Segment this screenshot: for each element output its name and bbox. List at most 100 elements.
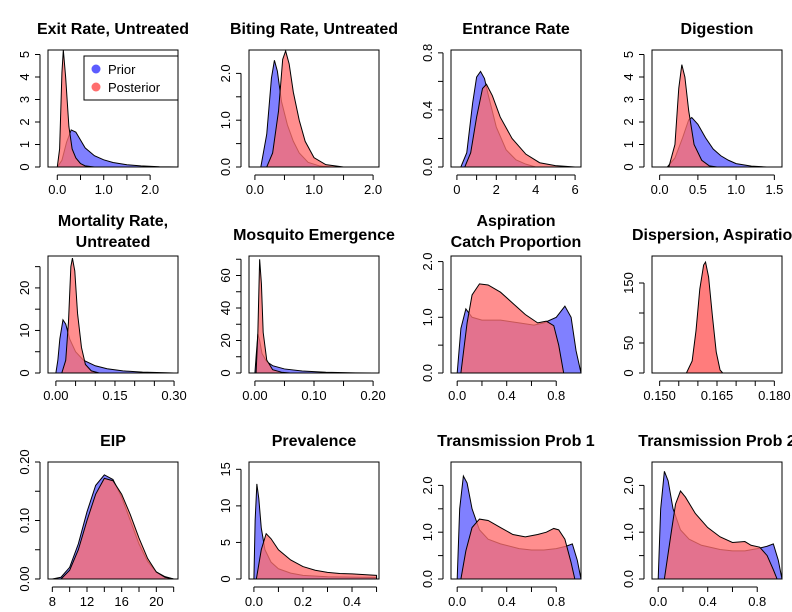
y-tick-label: 0.20 <box>17 449 32 474</box>
x-tick-label: 1.0 <box>95 182 113 197</box>
panel-title: Entrance Rate <box>462 21 570 38</box>
x-tick-label: 0.30 <box>161 388 186 403</box>
density-posterior <box>464 83 576 168</box>
x-tick-label: 0.0 <box>246 182 264 197</box>
y-tick-label: 3 <box>17 96 32 103</box>
y-tick-label: 1.0 <box>420 523 435 541</box>
y-tick-label: 1 <box>17 141 32 148</box>
legend-box <box>83 55 179 101</box>
x-tick-label: 8 <box>49 594 56 609</box>
density-posterior <box>663 490 778 580</box>
y-tick-label: 0.00 <box>17 566 32 591</box>
x-tick-label: 0.0 <box>448 594 466 609</box>
panel-title: Exit Rate, Untreated <box>37 21 189 38</box>
y-tick-label: 150 <box>621 272 636 294</box>
density-posterior <box>61 258 100 374</box>
density-prior <box>254 333 374 374</box>
y-tick-label: 0.10 <box>17 508 32 533</box>
x-tick-label: 1.0 <box>305 182 323 197</box>
x-tick-label: 0.4 <box>498 594 516 609</box>
density-panel: 0.0 1.0 2.0 0.0 1.0 2.0 Biting Rate, Untreated <box>218 21 398 197</box>
y-tick-label: 0 <box>17 163 32 170</box>
density-panel: 8 12 16 20 0.00 0.10 0.20 EIP <box>17 433 179 609</box>
y-tick-label: 5 <box>621 51 636 58</box>
plot-frame <box>651 255 783 374</box>
density-panel: 0.00 0.10 0.20 0 20 40 60 Mosquito Emergence <box>218 227 395 403</box>
x-tick-label: 0.4 <box>498 388 516 403</box>
y-tick-label: 2.0 <box>621 476 636 494</box>
panel-title: Prevalence <box>272 433 357 450</box>
x-tick-label: 0.00 <box>242 388 267 403</box>
density-panel: 0.0 0.2 0.4 0 5 10 15 Prevalence <box>218 433 380 609</box>
x-tick-label: 0.0 <box>651 182 669 197</box>
x-tick-label: 0.8 <box>547 388 565 403</box>
density-panel: 0.0 0.4 0.8 0.0 1.0 2.0 Transmission Prob 1 <box>420 433 595 609</box>
x-tick-label: 0.4 <box>343 594 361 609</box>
density-panel: 0.150 0.165 0.180 0 50 150 Dispersion, Aspirat… <box>621 227 792 403</box>
y-tick-label: 0.0 <box>621 570 636 588</box>
y-tick-label: 2.0 <box>218 64 233 82</box>
y-tick-label: 1.0 <box>420 308 435 326</box>
y-tick-label: 2.0 <box>420 476 435 494</box>
panel-title: Mortality Rate, <box>58 213 168 230</box>
x-tick-label: 1.5 <box>765 182 783 197</box>
x-tick-label: 12 <box>80 594 94 609</box>
plot-frame <box>47 461 179 580</box>
x-tick-label: 0.165 <box>701 388 734 403</box>
legend-marker <box>91 64 101 74</box>
y-tick-label: 40 <box>218 301 233 315</box>
plot-frame <box>248 49 380 168</box>
x-tick-label: 2 <box>493 182 500 197</box>
y-tick-label: 2.0 <box>420 253 435 271</box>
density-posterior <box>668 64 718 168</box>
x-tick-label: 0.0 <box>649 594 667 609</box>
x-tick-label: 16 <box>114 594 128 609</box>
density-posterior <box>255 259 291 374</box>
x-tick-label: 0.0 <box>448 388 466 403</box>
y-tick-label: 15 <box>218 462 233 476</box>
y-tick-label: 0.0 <box>420 364 435 382</box>
x-tick-label: 0.00 <box>43 388 68 403</box>
x-tick-label: 4 <box>532 182 539 197</box>
y-tick-label: 0 <box>218 575 233 582</box>
x-tick-label: 0.2 <box>294 594 312 609</box>
y-tick-label: 0 <box>218 369 233 376</box>
y-tick-label: 0.0 <box>420 570 435 588</box>
x-tick-label: 0.0 <box>245 594 263 609</box>
legend-label: Prior <box>108 62 136 77</box>
panel-title: Catch Proportion <box>451 234 582 251</box>
y-tick-label: 1.0 <box>218 111 233 129</box>
y-tick-label: 1.0 <box>621 523 636 541</box>
x-tick-label: 0.20 <box>360 388 385 403</box>
legend-label: Posterior <box>108 80 161 95</box>
x-tick-label: 0.4 <box>699 594 717 609</box>
y-tick-label: 20 <box>218 333 233 347</box>
x-tick-label: 0.8 <box>547 594 565 609</box>
density-posterior <box>460 283 565 374</box>
y-tick-label: 5 <box>218 539 233 546</box>
y-tick-label: 0.4 <box>420 101 435 119</box>
y-tick-label: 4 <box>621 73 636 80</box>
x-tick-label: 0.10 <box>301 388 326 403</box>
x-tick-label: 0.15 <box>102 388 127 403</box>
panel-title: EIP <box>100 433 126 450</box>
plot-frame <box>47 255 179 374</box>
y-tick-label: 0.0 <box>420 158 435 176</box>
plot-frame <box>248 255 380 374</box>
density-posterior <box>685 260 724 374</box>
panel-title: Biting Rate, Untreated <box>230 21 398 38</box>
panel-title: Transmission Prob 1 <box>437 433 594 450</box>
density-posterior <box>266 49 344 168</box>
plot-frame <box>450 49 582 168</box>
legend-marker <box>91 82 101 92</box>
x-tick-label: 0.180 <box>758 388 791 403</box>
y-tick-label: 4 <box>17 73 32 80</box>
density-posterior <box>460 518 576 580</box>
y-tick-label: 0 <box>621 163 636 170</box>
panel-title: Untreated <box>76 234 151 251</box>
y-tick-label: 5 <box>17 51 32 58</box>
x-tick-label: 20 <box>149 594 163 609</box>
panel-title: Digestion <box>681 21 754 38</box>
y-tick-label: 0 <box>17 369 32 376</box>
